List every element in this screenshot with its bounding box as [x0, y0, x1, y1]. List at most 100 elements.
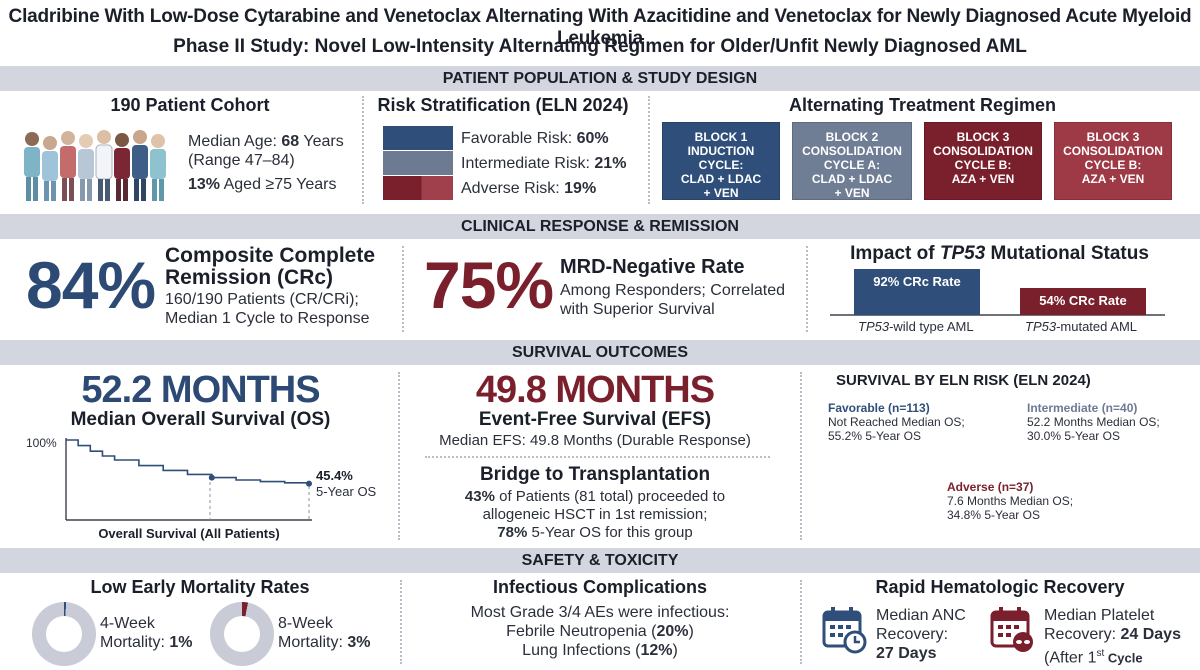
regimen-title: Alternating Treatment Regimen	[788, 95, 1057, 115]
tp53-cat-mutated: TP53-mutated AML	[1025, 319, 1137, 334]
bridge-pct: 43%	[464, 488, 495, 505]
eln-group-intermediate: Intermediate (n=40) 52.2 Months Median O…	[1027, 401, 1160, 443]
mortality-label: 8-Week	[278, 615, 333, 632]
eln-group-name: Adverse (n=37)	[947, 480, 1034, 494]
mortality-label: Mortality:	[278, 634, 348, 651]
tp53-bar	[854, 269, 980, 315]
block-line: BLOCK 3	[956, 130, 1010, 144]
tp53-cat-gene: TP53	[858, 319, 890, 334]
divider	[362, 96, 364, 204]
infection-text: Febrile Neutropenia (	[506, 623, 657, 640]
divider	[398, 372, 400, 540]
recovery-anc-line: Recovery:	[876, 626, 949, 643]
bridge-line3: 5-Year OS for this group	[527, 524, 693, 541]
infection-title: Infectious Complications	[492, 577, 708, 597]
bridge-detail: 43% of Patients (81 total) proceeded to …	[405, 488, 785, 542]
crc-value: 84%	[26, 248, 156, 322]
divider	[800, 372, 802, 540]
block-line: CONSOLIDATION	[1063, 144, 1163, 158]
block-line: INDUCTION	[687, 144, 755, 158]
risk-favorable-label: Favorable Risk:	[461, 130, 577, 147]
risk-favorable-text: Favorable Risk: 60%	[461, 129, 609, 148]
regimen-block-2: BLOCK 2 CONSOLIDATION CYCLE A: CLAD + LDAC +…	[792, 122, 912, 200]
section-header-survival: SURVIVAL OUTCOMES	[0, 340, 1200, 365]
risk-bar-favorable	[383, 126, 453, 150]
block-line: CYCLE A:	[823, 158, 881, 172]
cohort-median-age: Median Age: 68 Years	[188, 132, 344, 151]
bridge-line1: of Patients (81 total) proceeded to	[494, 488, 726, 505]
risk-intermediate-value: 21%	[594, 155, 627, 172]
eln-survival-title: SURVIVAL BY ELN RISK (ELN 2024)	[836, 372, 1091, 389]
eln-group-adverse: Adverse (n=37) 7.6 Months Median OS; 34.…	[947, 480, 1073, 522]
eln-group-line: Not Reached Median OS;	[828, 415, 965, 429]
recovery-platelet: Median Platelet Recovery: 24 Days (After…	[1044, 606, 1181, 667]
eln-group-name: Intermediate (n=40)	[1027, 401, 1138, 415]
infection-detail: Most Grade 3/4 AEs were infectious: Febr…	[410, 603, 790, 660]
bridge-line: 43% of Patients (81 total) proceeded to	[405, 488, 785, 506]
infection-value: 12%	[640, 642, 673, 659]
mrd-detail-line: Among Responders; Correlated	[560, 282, 786, 299]
eln-group-favorable: Favorable (n=113) Not Reached Median OS;…	[828, 401, 965, 443]
calendar-blood-icon	[990, 607, 1033, 652]
block-line: AZA + VEN	[1081, 172, 1145, 186]
risk-favorable-value: 60%	[576, 130, 609, 147]
mortality-title: Low Early Mortality Rates	[90, 577, 310, 597]
section-header-population: PATIENT POPULATION & STUDY DESIGN	[0, 66, 1200, 91]
section-header-safety: SAFETY & TOXICITY	[0, 548, 1200, 573]
mortality-value: 1%	[169, 634, 193, 651]
tp53-title-gene: TP53	[939, 243, 986, 264]
infection-value: 20%	[656, 623, 689, 640]
risk-intermediate-label: Intermediate Risk:	[461, 155, 595, 172]
mrd-detail-line: with Superior Survival	[560, 301, 715, 318]
eln-group-line: 30.0% 5-Year OS	[1027, 429, 1120, 443]
recovery-title: Rapid Hematologic Recovery	[875, 577, 1125, 597]
mrd-value: 75%	[424, 248, 554, 322]
bridge-title: Bridge to Transplantation	[479, 464, 711, 485]
mortality-value: 3%	[347, 634, 371, 651]
mortality-label: Mortality:	[100, 634, 170, 651]
recovery-plt-sup: st	[1096, 648, 1105, 659]
eln-group-name: Favorable (n=113)	[828, 401, 930, 415]
risk-adverse-value: 19%	[564, 180, 597, 197]
risk-adverse-label: Adverse Risk:	[461, 180, 565, 197]
os-end-label: 5-Year OS	[316, 484, 377, 499]
tp53-bar-label: 92% CRc Rate	[873, 274, 960, 289]
risk-bar-adverse	[383, 176, 453, 200]
os-y-label: 100%	[26, 436, 57, 450]
cohort-title: 190 Patient Cohort	[110, 95, 270, 115]
tp53-title-pre: Impact of	[850, 243, 940, 264]
bridge-os-pct: 78%	[497, 524, 528, 541]
divider	[400, 580, 402, 664]
efs-detail: Median EFS: 49.8 Months (Durable Respons…	[439, 432, 751, 449]
section-header-response: CLINICAL RESPONSE & REMISSION	[0, 214, 1200, 239]
tp53-cat-rest: -wild type AML	[889, 319, 974, 334]
os-end-value: 45.4%	[316, 468, 353, 483]
risk-adverse-text: Adverse Risk: 19%	[461, 179, 596, 198]
block-line: CONSOLIDATION	[802, 144, 902, 158]
mrd-title: MRD-Negative Rate	[560, 256, 745, 278]
regimen-block-3a: BLOCK 3 CONSOLIDATION CYCLE B: AZA + VEN	[924, 122, 1042, 200]
infection-text: Lung Infections (	[522, 642, 641, 659]
block-line: AZA + VEN	[951, 172, 1015, 186]
tp53-cat-wild: TP53-wild type AML	[858, 319, 974, 334]
aged-75-pct: 13%	[188, 176, 221, 193]
os-title: Median Overall Survival (OS)	[70, 409, 331, 430]
os-point	[208, 474, 215, 481]
median-age-unit: Years	[299, 133, 344, 150]
page-title: Cladribine With Low-Dose Cytarabine and …	[8, 6, 1192, 49]
block-line: CONSOLIDATION	[933, 144, 1033, 158]
regimen-block-1: BLOCK 1 INDUCTION CYCLE: CLAD + LDAC + VEN	[662, 122, 780, 200]
crc-title-line: Composite Complete	[165, 244, 376, 267]
divider	[806, 246, 808, 332]
calendar-clock-icon	[822, 607, 867, 654]
recovery-plt-line: (After 1	[1044, 649, 1097, 667]
block-line: CLAD + LDAC	[680, 172, 762, 186]
os-survival-line	[66, 439, 310, 484]
patients-group-icon	[24, 130, 166, 201]
donut-hole	[46, 616, 82, 652]
block-line: CLAD + LDAC	[811, 172, 893, 186]
median-age-label: Median Age:	[188, 133, 282, 150]
divider	[648, 96, 650, 204]
mortality-8wk-text: 8-Week Mortality: 3%	[278, 614, 370, 652]
page-subtitle: Phase II Study: Novel Low-Intensity Alte…	[173, 36, 1027, 57]
